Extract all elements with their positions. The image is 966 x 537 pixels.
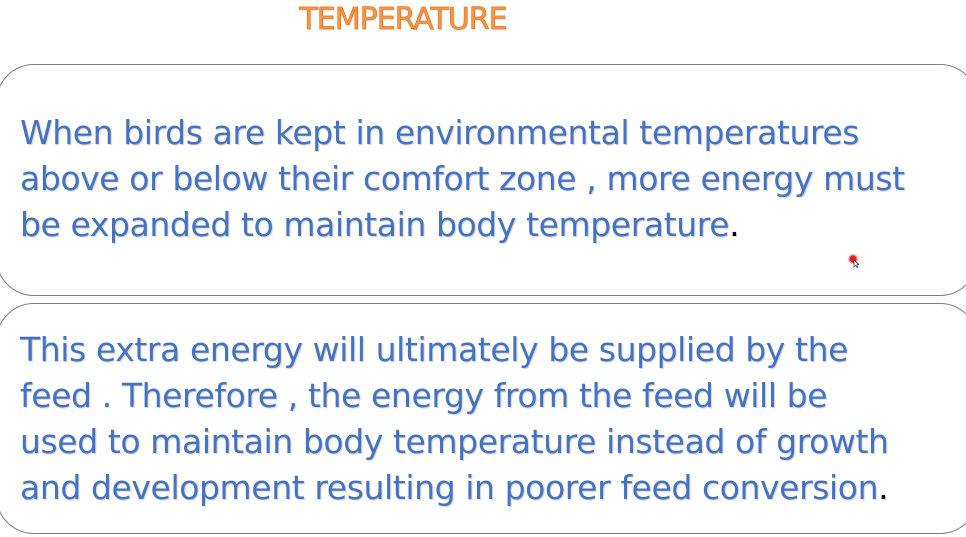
paragraph-2-line: This extra energy will ultimately be sup…: [20, 330, 848, 369]
paragraph-2-line: and development resulting in poorer feed…: [20, 465, 889, 511]
paragraph-2-line: feed . Therefore , the energy from the f…: [20, 376, 828, 415]
paragraph-2-line-text: and development resulting in poorer feed…: [20, 468, 879, 507]
text-box-1: [0, 64, 966, 296]
paragraph-2: This extra energy will ultimately be sup…: [20, 327, 889, 511]
paragraph-2-line: used to maintain body temperature instea…: [20, 422, 889, 461]
laser-pointer-cursor-icon: [848, 254, 860, 268]
slide-title: TEMPERATURE: [299, 2, 508, 38]
paragraph-1-period: .: [729, 205, 740, 244]
paragraph-1-line: be expanded to maintain body temperature…: [20, 202, 905, 248]
paragraph-1-line: When birds are kept in environmental tem…: [20, 113, 860, 152]
paragraph-1-line: above or below their comfort zone , more…: [20, 159, 905, 198]
paragraph-1-line-text: be expanded to maintain body temperature: [20, 205, 730, 244]
paragraph-2-period: .: [878, 468, 889, 507]
text-box-2: [0, 303, 966, 534]
paragraph-1: When birds are kept in environmental tem…: [20, 110, 905, 248]
